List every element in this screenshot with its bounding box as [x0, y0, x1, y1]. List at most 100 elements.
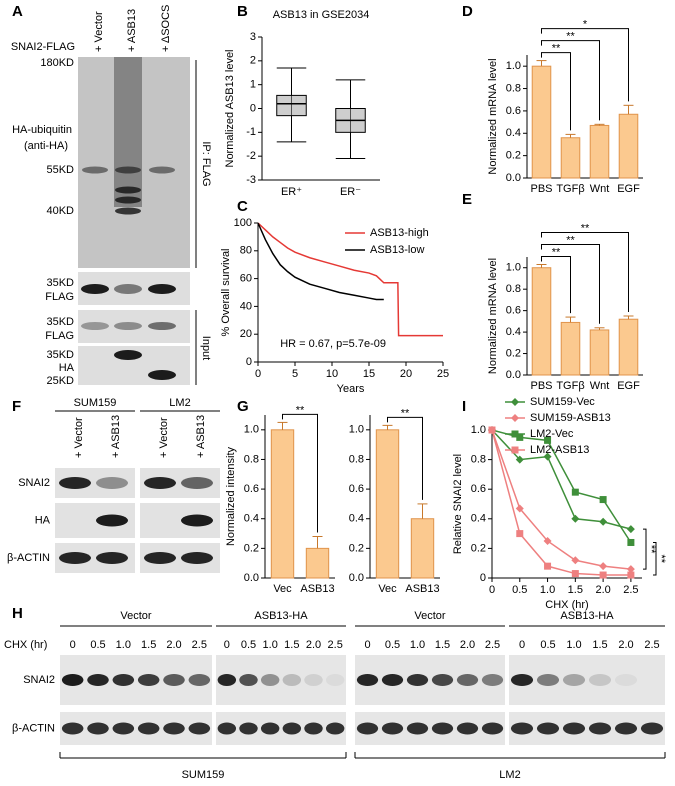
- x-tick-label: EGF: [617, 380, 640, 392]
- time-label: 1.0: [116, 639, 131, 651]
- bar: [375, 429, 400, 579]
- band: [325, 674, 345, 686]
- series-line: [491, 429, 632, 530]
- band: [148, 322, 176, 330]
- group-label: Vector: [120, 610, 152, 622]
- marker-label: 35KD: [46, 316, 74, 328]
- x-tick-label: 20: [400, 368, 412, 380]
- significance-bracket: [387, 416, 423, 500]
- y-tick-label: 1.0: [506, 60, 521, 72]
- blot-label: FLAG: [45, 291, 74, 303]
- x-tick-label: 10: [326, 368, 338, 380]
- marker-label: 35KD: [46, 349, 74, 361]
- band: [163, 722, 185, 735]
- annotation: HR = 0.67, p=5.7e-09: [280, 338, 386, 350]
- x-tick-label: Wnt: [590, 380, 610, 392]
- x-tick-label: TGFβ: [556, 183, 584, 195]
- blot: [355, 655, 505, 705]
- x-tick-label: 5: [292, 368, 298, 380]
- group-label: Input: [200, 336, 212, 360]
- cell-line-label: LM2: [499, 769, 520, 781]
- point: [599, 517, 608, 526]
- row-label: SNAI2: [18, 477, 50, 489]
- y-tick-label: 1.0: [349, 424, 364, 436]
- y-tick-label: 1.0: [506, 262, 521, 274]
- significance-label: **: [401, 407, 410, 419]
- band: [381, 722, 404, 735]
- group-label: ASB13-HA: [254, 610, 308, 622]
- legend-marker: [511, 446, 519, 454]
- x-tick-label: PBS: [530, 183, 552, 195]
- band: [217, 722, 237, 735]
- band: [148, 284, 176, 294]
- y-tick-label: 0.4: [506, 127, 521, 139]
- band: [181, 514, 213, 527]
- x-tick-label: 25: [437, 368, 449, 380]
- band: [588, 722, 612, 735]
- y-tick-label: 1: [250, 79, 256, 91]
- significance-bracket: [653, 541, 657, 576]
- point: [516, 433, 524, 441]
- x-tick-label: Vec: [273, 583, 292, 595]
- band: [588, 674, 612, 686]
- marker-label: 40KD: [46, 205, 74, 217]
- band: [304, 722, 323, 735]
- significance-label: **: [566, 30, 575, 42]
- point: [571, 514, 580, 523]
- point: [543, 452, 552, 461]
- y-tick-label: 0.4: [471, 513, 486, 525]
- y-tick-label: 0.6: [244, 483, 259, 495]
- point: [571, 570, 579, 578]
- time-label: 0: [364, 639, 370, 651]
- panel-label: F: [12, 398, 21, 415]
- point: [543, 537, 552, 545]
- treatment-label: CHX (hr): [4, 639, 47, 651]
- significance-bracket: [541, 52, 571, 131]
- y-axis-label: % Overall survival: [220, 248, 232, 336]
- row-label: SNAI2-FLAG: [11, 41, 75, 53]
- blot: [216, 655, 346, 705]
- band: [562, 674, 586, 686]
- time-label: 1.0: [410, 639, 425, 651]
- band: [536, 674, 560, 686]
- bar: [589, 329, 610, 376]
- time-label: 0.5: [385, 639, 400, 651]
- band: [260, 674, 280, 686]
- y-tick-label: 0.4: [506, 326, 521, 338]
- blot-label: (anti-HA): [24, 140, 68, 152]
- time-label: 1.0: [566, 639, 581, 651]
- cell-line-label: SUM159: [182, 769, 225, 781]
- lane-label: + ASB13: [110, 415, 122, 458]
- band: [536, 722, 560, 735]
- y-tick-label: 0.4: [349, 513, 364, 525]
- time-label: 2.0: [166, 639, 181, 651]
- y-tick-label: 0.8: [506, 82, 521, 94]
- band: [510, 674, 534, 686]
- panel-label: H: [12, 605, 23, 622]
- point: [599, 562, 608, 571]
- significance-label: *: [583, 18, 588, 30]
- band: [115, 196, 141, 204]
- y-tick-label: 20: [240, 328, 252, 340]
- legend-marker: [511, 414, 519, 422]
- x-tick-label: 1.0: [540, 584, 555, 596]
- point: [515, 504, 524, 513]
- band: [61, 674, 84, 686]
- time-label: 2.5: [328, 639, 343, 651]
- x-tick-label: EGF: [617, 183, 640, 195]
- time-label: 0: [519, 639, 525, 651]
- band: [112, 674, 135, 686]
- x-axis-label: Years: [337, 383, 365, 395]
- blot: [355, 712, 505, 745]
- x-tick-label: PBS: [530, 380, 552, 392]
- band: [406, 674, 429, 686]
- panel-label: E: [462, 191, 472, 208]
- band: [81, 284, 109, 294]
- x-tick-label: ER⁺: [281, 186, 302, 198]
- band: [96, 552, 128, 564]
- time-label: 0.5: [241, 639, 256, 651]
- lane-label: + ASB13: [126, 9, 138, 52]
- time-label: 0.5: [90, 639, 105, 651]
- band: [614, 722, 638, 735]
